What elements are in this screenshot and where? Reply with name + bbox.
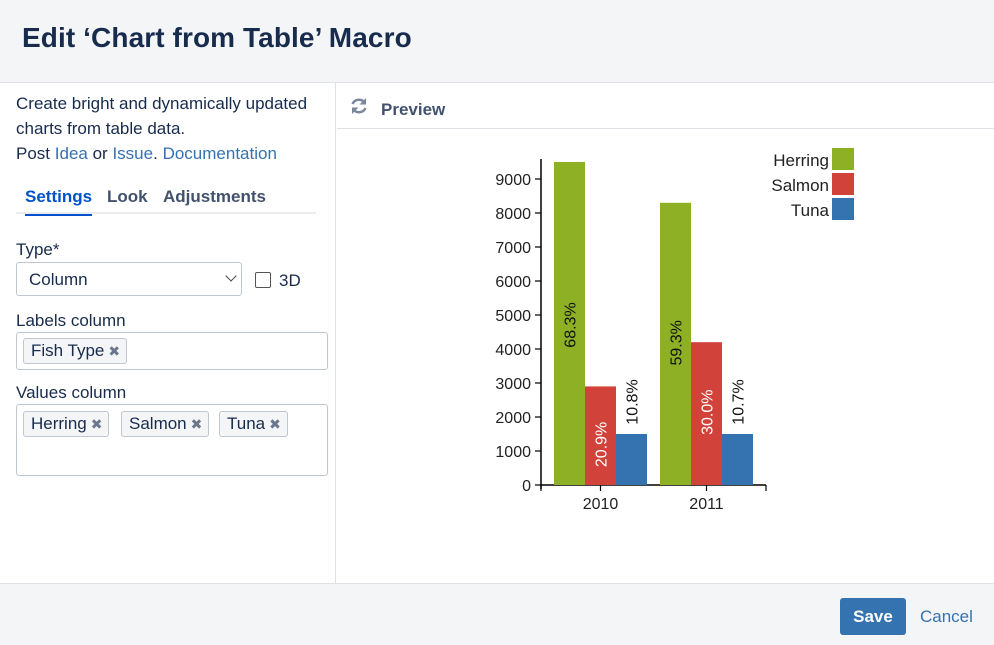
dialog-header: Edit ‘Chart from Table’ Macro — [0, 0, 994, 83]
legend-label-salmon: Salmon — [771, 176, 829, 195]
legend-swatch-tuna — [832, 198, 854, 220]
save-button[interactable]: Save — [840, 598, 906, 635]
data-label: 59.3% — [669, 320, 686, 365]
bar-tuna-2010 — [616, 434, 647, 485]
y-tick-label: 3000 — [495, 376, 531, 393]
y-tick-label: 8000 — [495, 206, 531, 223]
tab-look[interactable]: Look — [107, 187, 148, 206]
dialog-footer: Save Cancel — [0, 583, 994, 645]
post-text: Post — [16, 144, 51, 163]
bar-herring-2011 — [660, 202, 691, 486]
type-select[interactable]: Column — [16, 262, 242, 296]
labels-column-label: Labels column — [16, 311, 126, 330]
y-tick-label: 6000 — [495, 274, 531, 291]
chart-preview: 0 1000 2000 3000 4000 5000 6000 7000 8000 9000 68.… — [495, 148, 854, 513]
values-chip-label: Tuna — [227, 414, 266, 433]
legend-label-tuna: Tuna — [791, 201, 830, 220]
bar-salmon-2010 — [585, 386, 616, 485]
values-chip-label: Herring — [31, 414, 87, 433]
y-tick-label: 1000 — [495, 444, 531, 461]
data-label: 10.7% — [731, 379, 748, 424]
cancel-button[interactable]: Cancel — [920, 607, 973, 626]
preview-header: Preview — [337, 83, 994, 129]
x-tick-label: 2010 — [583, 496, 619, 513]
values-column-label: Values column — [16, 383, 127, 402]
chevron-down-icon — [225, 270, 237, 282]
issue-link[interactable]: Issue — [112, 144, 154, 163]
type-label: Type* — [16, 240, 60, 259]
bar-tuna-2011 — [722, 434, 753, 485]
data-label: 30.0% — [700, 390, 717, 435]
legend-swatch-herring — [832, 148, 854, 170]
3d-label: 3D — [279, 271, 301, 290]
labels-chip-label: Fish Type — [31, 341, 105, 360]
y-tick-label: 7000 — [495, 240, 531, 257]
idea-link[interactable]: Idea — [54, 144, 88, 163]
preview-panel: Preview 0 1000 2000 3000 4000 5000 6000 7000 800… — [337, 83, 994, 583]
bar-herring-2010 — [554, 162, 585, 485]
labels-chip: Fish Type ✖ — [23, 338, 128, 364]
settings-panel: Create bright and dynamically updated ch… — [0, 83, 336, 583]
data-label: 20.9% — [594, 422, 611, 467]
y-tick-label: 2000 — [495, 410, 531, 427]
values-chip-tuna: Tuna ✖ — [219, 411, 288, 437]
close-icon[interactable]: ✖ — [90, 416, 103, 432]
values-chip-herring: Herring ✖ — [23, 411, 110, 437]
close-icon[interactable]: ✖ — [108, 343, 121, 359]
values-chip-salmon: Salmon ✖ — [121, 411, 210, 437]
data-label: 68.3% — [563, 302, 580, 347]
x-tick-label: 2011 — [689, 496, 724, 513]
values-chip-label: Salmon — [129, 414, 187, 433]
y-tick-label: 0 — [522, 478, 531, 495]
tab-adjustments[interactable]: Adjustments — [163, 187, 266, 206]
close-icon[interactable]: ✖ — [190, 416, 203, 432]
legend-swatch-salmon — [832, 173, 854, 195]
settings-tabs: Settings Look Adjustments — [16, 183, 316, 216]
close-icon[interactable]: ✖ — [269, 416, 281, 432]
type-select-value: Column — [29, 270, 88, 289]
macro-description: Create bright and dynamically updated ch… — [16, 91, 326, 166]
labels-column-input[interactable]: Fish Type ✖ — [16, 332, 328, 370]
legend-label-herring: Herring — [773, 151, 829, 170]
dialog-title: Edit ‘Chart from Table’ Macro — [22, 22, 412, 53]
description-text: Create bright and dynamically updated ch… — [16, 94, 308, 138]
data-label: 10.8% — [625, 379, 642, 424]
period-text: . — [153, 144, 158, 163]
y-tick-label: 9000 — [495, 172, 531, 189]
tab-settings[interactable]: Settings — [25, 187, 93, 216]
y-tick-label: 4000 — [495, 342, 531, 359]
bar-salmon-2011 — [691, 342, 722, 485]
y-tick-label: 5000 — [495, 308, 531, 325]
values-column-input[interactable]: Herring ✖ Salmon ✖ Tuna ✖ — [16, 404, 328, 476]
3d-checkbox[interactable] — [255, 272, 271, 288]
documentation-link[interactable]: Documentation — [162, 144, 277, 163]
or-text: or — [92, 144, 108, 163]
preview-title: Preview — [381, 100, 446, 119]
refresh-icon[interactable] — [349, 96, 369, 116]
